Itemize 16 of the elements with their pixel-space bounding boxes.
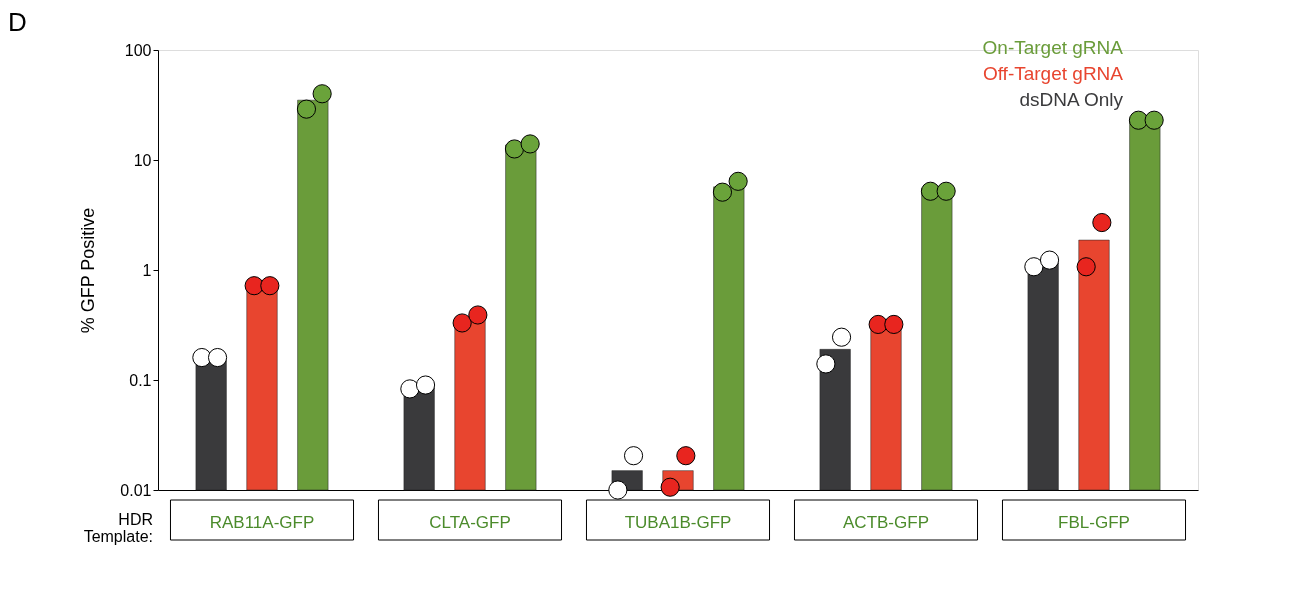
x-tick-label: FBL-GFP <box>1058 512 1130 532</box>
x-tick-label: RAB11A-GFP <box>209 512 315 532</box>
y-axis-title: % GFP Positive <box>78 207 99 334</box>
text: On-Target gRNA <box>982 37 1124 58</box>
x-tick-label: CLTA-GFP <box>429 512 511 532</box>
y-tick-label: 100 <box>124 41 152 59</box>
x-tick-label: TUBA1B-GFP <box>624 512 732 532</box>
text: dsDNA Only <box>1019 89 1124 110</box>
x-axis-title: HDR Template: <box>83 511 153 545</box>
y-tick-label: 0.01 <box>120 481 152 499</box>
text: Off-Target gRNA <box>982 63 1124 84</box>
y-tick-label: 0.1 <box>129 371 152 389</box>
y-tick-label: 10 <box>133 151 152 169</box>
y-tick-label: 1 <box>142 261 152 279</box>
x-tick-label: ACTB-GFP <box>843 512 929 532</box>
chart-title: D <box>8 7 27 37</box>
